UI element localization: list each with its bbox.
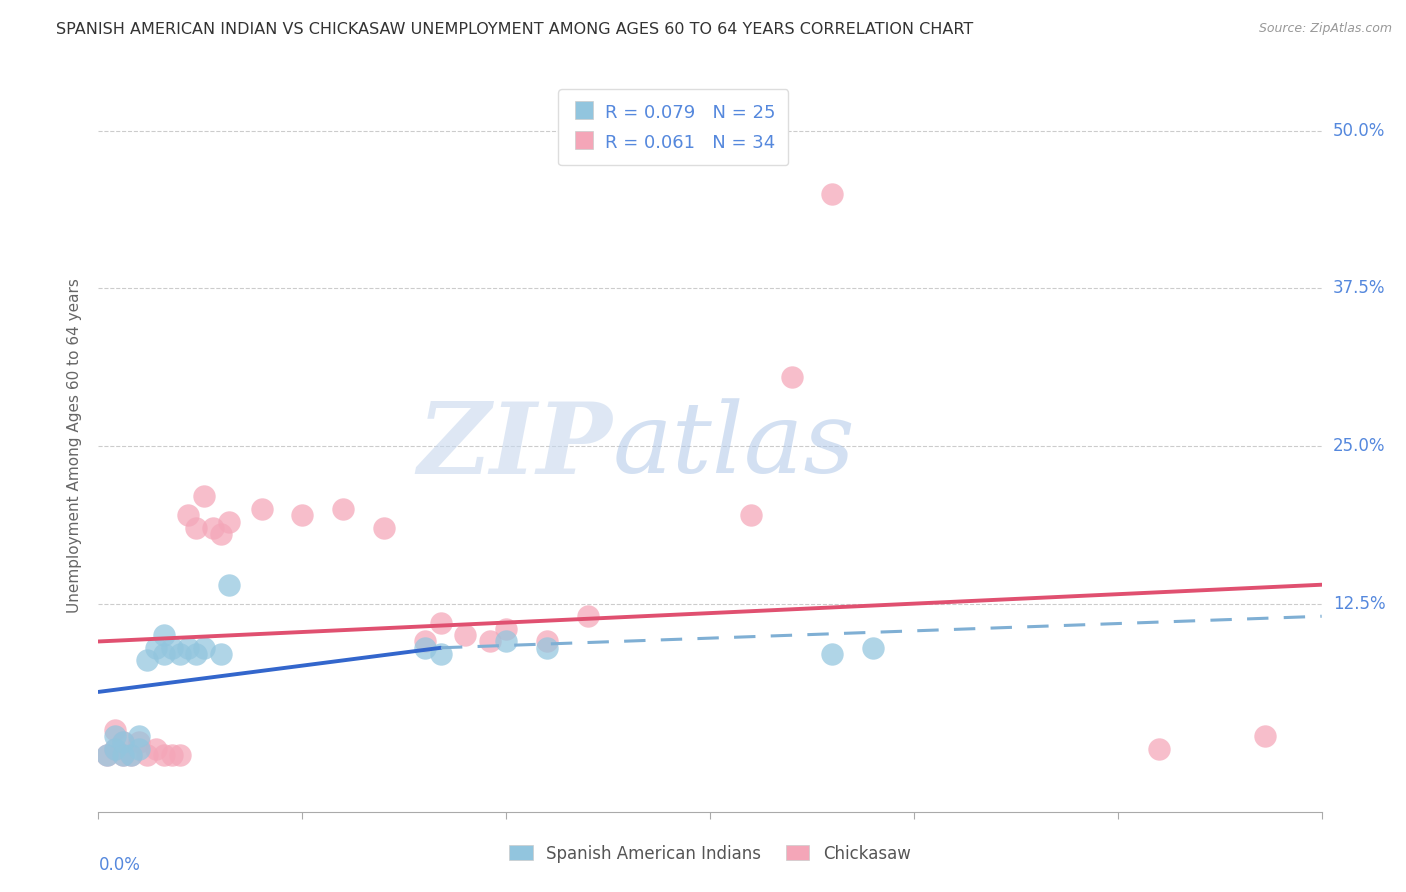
- Text: SPANISH AMERICAN INDIAN VS CHICKASAW UNEMPLOYMENT AMONG AGES 60 TO 64 YEARS CORR: SPANISH AMERICAN INDIAN VS CHICKASAW UNE…: [56, 22, 973, 37]
- Point: [821, 186, 844, 201]
- Point: [209, 527, 232, 541]
- Point: [104, 741, 127, 756]
- Text: atlas: atlas: [612, 399, 855, 493]
- Text: 50.0%: 50.0%: [1333, 121, 1385, 140]
- Point: [128, 735, 150, 749]
- Point: [1147, 741, 1170, 756]
- Point: [478, 634, 501, 648]
- Point: [186, 521, 208, 535]
- Point: [96, 747, 118, 762]
- Point: [218, 578, 240, 592]
- Text: ZIP: ZIP: [418, 398, 612, 494]
- Point: [104, 729, 127, 743]
- Point: [120, 747, 142, 762]
- Point: [209, 647, 232, 661]
- Point: [169, 647, 191, 661]
- Point: [160, 640, 183, 655]
- Point: [111, 747, 134, 762]
- Text: 12.5%: 12.5%: [1333, 595, 1385, 613]
- Text: 25.0%: 25.0%: [1333, 437, 1385, 455]
- Point: [1253, 729, 1275, 743]
- Point: [780, 369, 803, 384]
- Point: [152, 747, 174, 762]
- Point: [152, 647, 174, 661]
- Point: [136, 653, 159, 667]
- Point: [145, 640, 167, 655]
- Point: [536, 640, 558, 655]
- Point: [413, 634, 436, 648]
- Y-axis label: Unemployment Among Ages 60 to 64 years: Unemployment Among Ages 60 to 64 years: [67, 278, 83, 614]
- Point: [177, 508, 200, 523]
- Point: [821, 647, 844, 661]
- Point: [111, 735, 134, 749]
- Point: [136, 747, 159, 762]
- Point: [495, 634, 517, 648]
- Point: [862, 640, 884, 655]
- Point: [454, 628, 477, 642]
- Point: [160, 747, 183, 762]
- Text: 0.0%: 0.0%: [98, 855, 141, 873]
- Point: [536, 634, 558, 648]
- Point: [152, 628, 174, 642]
- Point: [120, 747, 142, 762]
- Point: [576, 609, 599, 624]
- Point: [250, 502, 273, 516]
- Point: [128, 741, 150, 756]
- Point: [111, 747, 134, 762]
- Point: [430, 647, 453, 661]
- Point: [430, 615, 453, 630]
- Text: 37.5%: 37.5%: [1333, 279, 1385, 297]
- Point: [218, 515, 240, 529]
- Point: [495, 622, 517, 636]
- Point: [169, 747, 191, 762]
- Point: [193, 640, 215, 655]
- Point: [104, 723, 127, 737]
- Point: [145, 741, 167, 756]
- Legend: Spanish American Indians, Chickasaw: Spanish American Indians, Chickasaw: [503, 838, 917, 869]
- Point: [128, 729, 150, 743]
- Point: [201, 521, 224, 535]
- Point: [332, 502, 354, 516]
- Point: [177, 640, 200, 655]
- Point: [193, 490, 215, 504]
- Point: [111, 735, 134, 749]
- Point: [104, 741, 127, 756]
- Point: [291, 508, 314, 523]
- Point: [413, 640, 436, 655]
- Point: [186, 647, 208, 661]
- Point: [96, 747, 118, 762]
- Point: [740, 508, 762, 523]
- Text: Source: ZipAtlas.com: Source: ZipAtlas.com: [1258, 22, 1392, 36]
- Point: [373, 521, 395, 535]
